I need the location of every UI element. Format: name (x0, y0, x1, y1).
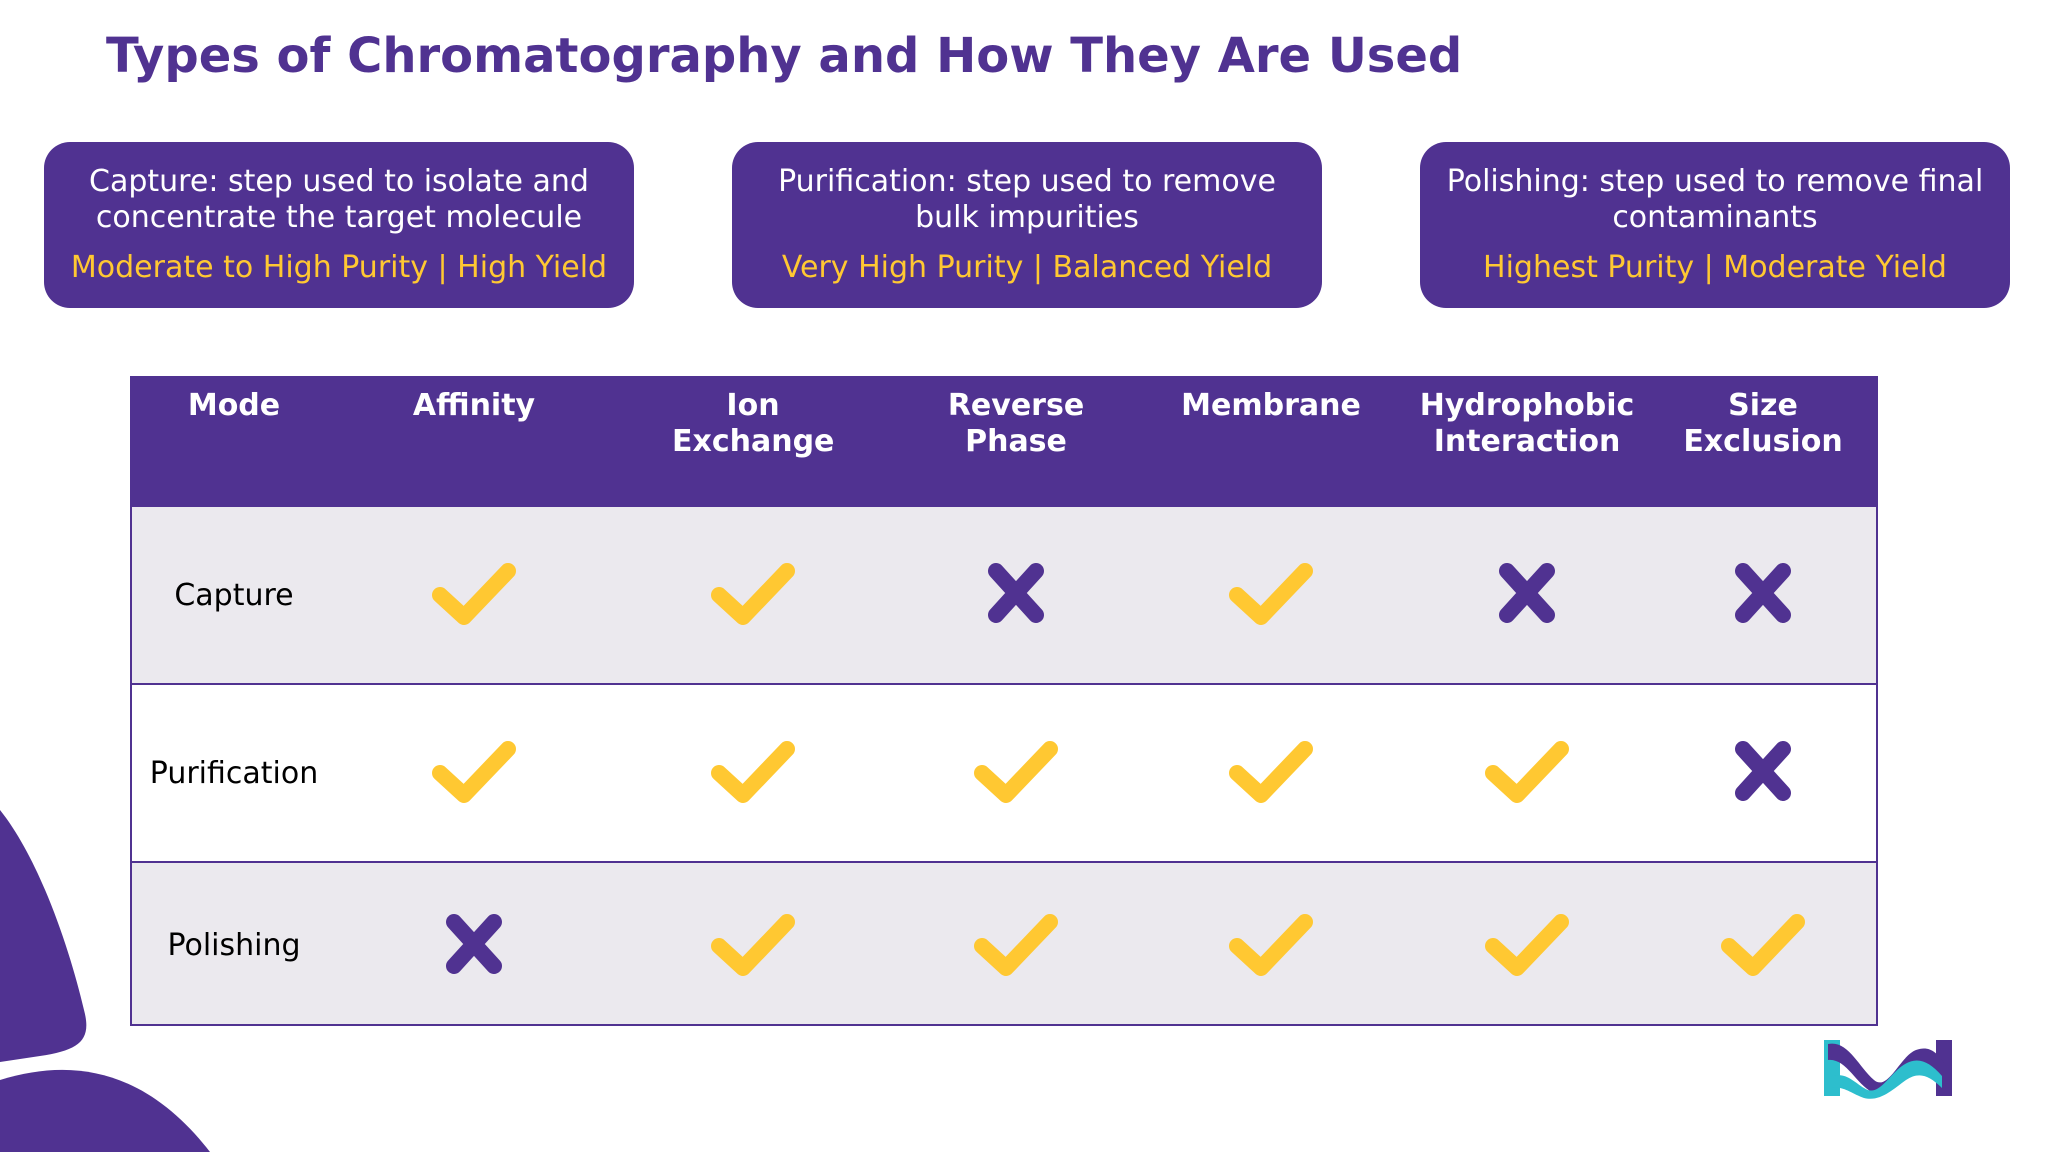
column-header-size-exclusion: Size Exclusion (1683, 388, 1843, 459)
table-row: Capture (132, 505, 1876, 684)
cell-membrane (1138, 505, 1404, 684)
check-icon (709, 561, 797, 629)
cell-reverse-phase (894, 505, 1138, 684)
logo-teal-wave (1832, 1060, 1942, 1099)
cell-ion-exchange (612, 505, 894, 684)
page-title: Types of Chromatography and How They Are… (106, 28, 1463, 84)
polishing-card-metrics: Highest Purity | Moderate Yield (1483, 250, 1947, 285)
purification-card-metrics: Very High Purity | Balanced Yield (781, 250, 1273, 285)
cell-size-exclusion (1650, 683, 1876, 862)
logo-purple-wave (1828, 1043, 1946, 1094)
capture-card-description: Capture: step used to isolate and concen… (89, 164, 589, 235)
cell-hydrophobic-interaction (1404, 505, 1650, 684)
column-header-membrane: Membrane (1181, 388, 1361, 423)
cell-size-exclusion (1650, 861, 1876, 1024)
cell-affinity (336, 861, 612, 1024)
cell-ion-exchange (612, 861, 894, 1024)
cell-size-exclusion (1650, 505, 1876, 684)
check-icon (1483, 739, 1571, 807)
check-icon (1483, 912, 1571, 980)
table-row: Polishing (132, 861, 1876, 1024)
brand-logo-icon (1824, 1040, 1952, 1099)
cell-membrane (1138, 683, 1404, 862)
purification-card-description: Purification: step used to remove bulk i… (778, 164, 1276, 235)
check-icon (430, 561, 518, 629)
cell-hydrophobic-interaction (1404, 861, 1650, 1024)
check-icon (430, 739, 518, 807)
check-icon (709, 739, 797, 807)
column-header-affinity: Affinity (412, 388, 536, 423)
polishing-card: Polishing: step used to remove final con… (1420, 142, 2010, 308)
check-icon (1227, 912, 1315, 980)
cell-reverse-phase (894, 683, 1138, 862)
cross-icon (984, 559, 1048, 631)
table-body: Capture Purification Polishing (132, 505, 1876, 1024)
column-header-mode: Mode (187, 388, 281, 423)
check-icon (1227, 739, 1315, 807)
cell-affinity (336, 683, 612, 862)
cell-membrane (1138, 861, 1404, 1024)
cross-icon (1731, 559, 1795, 631)
column-header-reverse-phase: Reverse Phase (947, 388, 1085, 459)
capture-card-metrics: Moderate to High Purity | High Yield (70, 250, 608, 285)
comparison-table: Mode Affinity Ion Exchange Reverse Phase… (132, 378, 1876, 1024)
check-icon (1719, 912, 1807, 980)
bottom-blob-shape (0, 1069, 210, 1152)
purification-card: Purification: step used to remove bulk i… (732, 142, 1322, 308)
check-icon (972, 912, 1060, 980)
column-header-ion-exchange: Ion Exchange (672, 388, 835, 459)
cell-ion-exchange (612, 683, 894, 862)
check-icon (1227, 561, 1315, 629)
row-label: Purification (132, 683, 336, 862)
left-blob-shape (0, 810, 87, 1062)
cross-icon (1731, 737, 1795, 809)
table-header-row: Mode Affinity Ion Exchange Reverse Phase… (132, 378, 1876, 506)
capture-card: Capture: step used to isolate and concen… (44, 142, 634, 308)
check-icon (972, 739, 1060, 807)
cell-hydrophobic-interaction (1404, 683, 1650, 862)
column-header-hydrophobic-interaction: Hydrophobic Interaction (1419, 388, 1635, 459)
cell-reverse-phase (894, 861, 1138, 1024)
cross-icon (1495, 559, 1559, 631)
row-label: Capture (132, 505, 336, 684)
cross-icon (442, 910, 506, 982)
polishing-card-description: Polishing: step used to remove final con… (1446, 164, 1984, 235)
check-icon (709, 912, 797, 980)
table-row: Purification (132, 683, 1876, 862)
chromatography-table: Mode Affinity Ion Exchange Reverse Phase… (130, 376, 1878, 1026)
row-label: Polishing (132, 861, 336, 1024)
cell-affinity (336, 505, 612, 684)
